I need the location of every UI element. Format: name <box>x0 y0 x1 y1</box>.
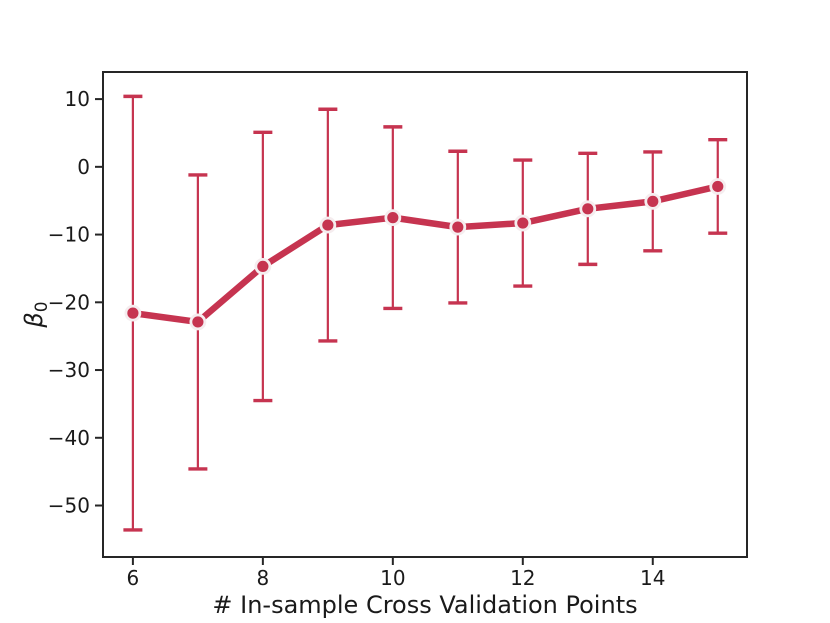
y-tick-label: −50 <box>48 494 90 518</box>
data-point-marker <box>579 200 597 218</box>
x-tick-label: 12 <box>510 566 535 590</box>
markers <box>124 178 727 331</box>
x-tick-label: 8 <box>256 566 269 590</box>
data-point-marker <box>124 304 142 322</box>
data-point-marker <box>384 209 402 227</box>
y-tick-label: 0 <box>77 155 90 179</box>
y-axis: 10 0 −10 −20 −30 −40 −50 <box>48 87 103 518</box>
x-tick-label: 14 <box>640 566 665 590</box>
y-tick-label: −40 <box>48 426 90 450</box>
x-axis-label: # In-sample Cross Validation Points <box>212 591 637 619</box>
data-point-marker <box>449 218 467 236</box>
x-tick-label: 6 <box>127 566 140 590</box>
data-line <box>129 183 722 326</box>
x-tick-label: 10 <box>380 566 405 590</box>
data-point-marker <box>644 192 662 210</box>
error-bars <box>123 94 728 532</box>
y-tick-label: −20 <box>48 290 90 314</box>
y-tick-label: 10 <box>65 87 90 111</box>
x-axis: 6 8 10 12 14 <box>127 557 665 590</box>
data-point-marker <box>514 214 532 232</box>
y-axis-label: β0 <box>20 301 52 328</box>
data-point-marker <box>254 258 272 275</box>
data-point-marker <box>319 216 337 234</box>
data-point-marker <box>709 178 727 195</box>
data-point-marker <box>189 313 207 331</box>
y-tick-label: −30 <box>48 358 90 382</box>
y-tick-label: −10 <box>48 223 90 247</box>
plot-border <box>102 71 748 558</box>
